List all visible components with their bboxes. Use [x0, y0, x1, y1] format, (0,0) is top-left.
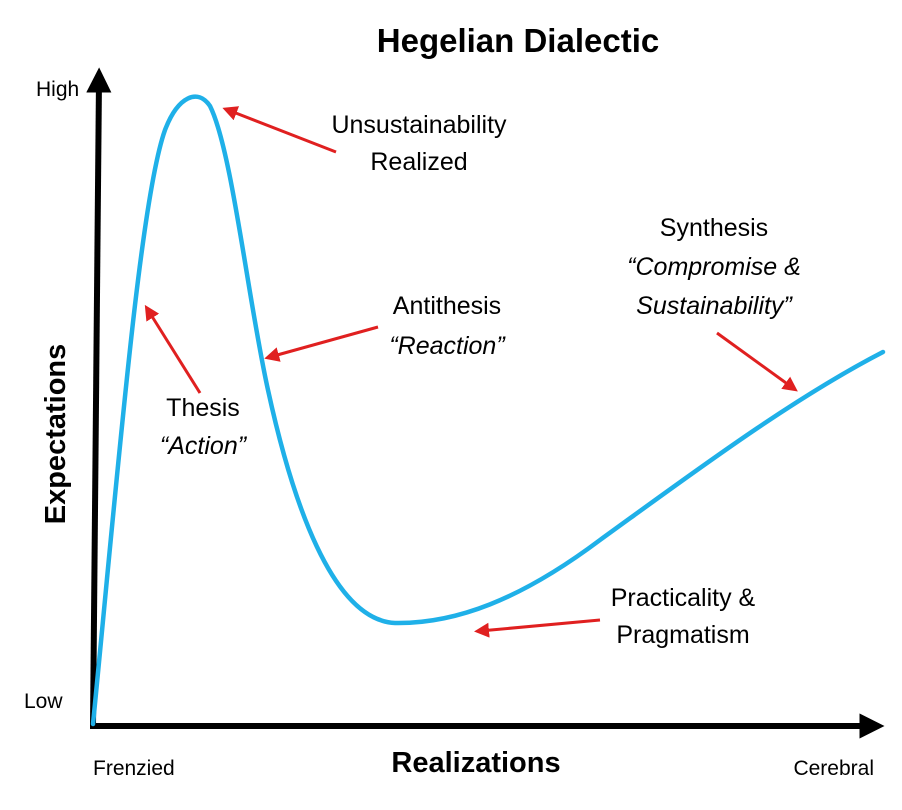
synthesis-arrow — [716, 331, 798, 392]
x-axis-right-label: Cerebral — [793, 757, 874, 780]
thesis-label-line1: Thesis — [166, 394, 240, 422]
thesis-label-line2: “Action” — [160, 432, 248, 460]
peak-arrow — [222, 106, 337, 154]
y-axis-low-label: Low — [24, 690, 63, 713]
trough-label-line2: Pragmatism — [616, 621, 749, 649]
antithesis-label-line2: “Reaction” — [389, 332, 506, 360]
y-axis-line — [86, 67, 112, 727]
x-axis-title: Realizations — [391, 747, 560, 779]
antithesis-arrow — [264, 325, 379, 362]
antithesis-label-line1: Antithesis — [393, 292, 501, 320]
dialectic-curve — [90, 94, 886, 727]
trough-arrow — [474, 618, 601, 638]
synthesis-label-line1: Synthesis — [660, 214, 768, 242]
trough-label-line1: Practicality & — [611, 584, 756, 612]
peak-label-line2: Realized — [370, 148, 467, 176]
diagram-title: Hegelian Dialectic — [377, 22, 659, 59]
synthesis-label-line2: “Compromise & — [627, 253, 801, 281]
peak-label-line1: Unsustainability — [331, 111, 507, 139]
y-axis-high-label: High — [36, 78, 79, 101]
x-axis-left-label: Frenzied — [93, 757, 175, 780]
y-axis-title: Expectations — [40, 344, 72, 525]
thesis-arrow — [144, 304, 202, 394]
synthesis-label-line3: Sustainability” — [636, 292, 793, 320]
